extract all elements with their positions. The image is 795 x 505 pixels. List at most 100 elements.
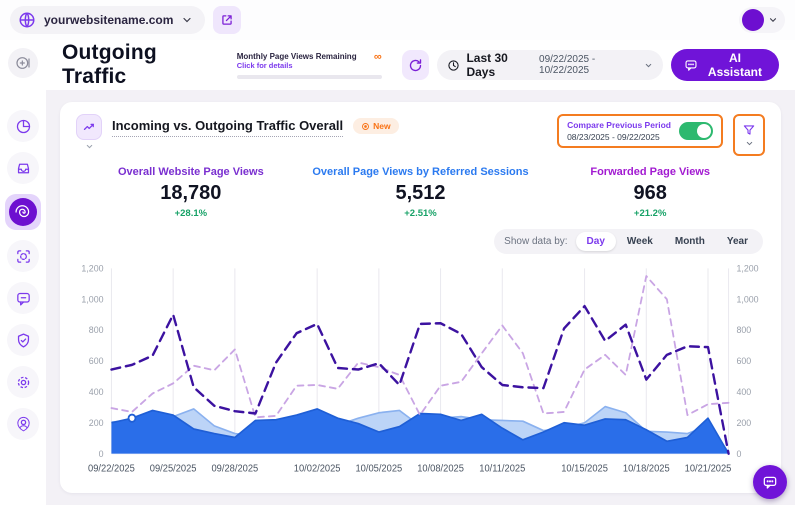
page-title: Outgoing Traffic [62, 41, 217, 89]
chevron-down-icon [181, 14, 193, 26]
svg-text:0: 0 [736, 449, 741, 459]
pie-chart-icon [15, 118, 32, 135]
page-header: Outgoing Traffic Monthly Page Views Rema… [46, 40, 795, 90]
svg-text:200: 200 [89, 418, 104, 428]
svg-text:0: 0 [99, 449, 104, 459]
compare-range: 08/23/2025 - 09/22/2025 [567, 132, 671, 142]
inbox-icon [15, 160, 32, 177]
svg-text:800: 800 [736, 325, 751, 335]
svg-text:400: 400 [89, 387, 104, 397]
metric-delta: +28.1% [76, 208, 306, 219]
chat-bubble-icon [762, 474, 778, 490]
compare-label: Compare Previous Period [567, 120, 671, 130]
chart-widget-icon[interactable] [76, 114, 102, 140]
svg-text:10/05/2025: 10/05/2025 [355, 463, 402, 474]
open-website-button[interactable] [213, 6, 241, 34]
ai-assistant-label: AI Assistant [704, 51, 766, 79]
avatar [742, 9, 764, 31]
svg-text:600: 600 [736, 356, 751, 366]
svg-text:10/21/2025: 10/21/2025 [685, 463, 732, 474]
metric-label: Overall Page Views by Referred Sessions [306, 166, 536, 178]
metric-value: 18,780 [76, 182, 306, 205]
quota-widget: Monthly Page Views Remaining Click for d… [237, 52, 382, 79]
website-selector[interactable]: yourwebsitename.com [10, 6, 205, 34]
svg-text:10/15/2025: 10/15/2025 [561, 463, 608, 474]
user-menu[interactable] [739, 7, 785, 33]
panel-expand-icon[interactable] [8, 48, 38, 78]
chevron-down-icon [644, 61, 653, 70]
svg-text:1,000: 1,000 [81, 294, 103, 304]
svg-text:09/28/2025: 09/28/2025 [211, 463, 258, 474]
shield-check-icon [15, 332, 32, 349]
refresh-button[interactable] [402, 50, 430, 80]
sidebar-item-tracking[interactable] [7, 240, 39, 272]
sidebar-item-support[interactable] [7, 408, 39, 440]
traffic-overview-card: Incoming vs. Outgoing Traffic Overall Ne… [60, 102, 781, 493]
card-title: Incoming vs. Outgoing Traffic Overall [112, 118, 343, 137]
chevron-down-icon[interactable] [85, 142, 94, 151]
chevron-down-icon [745, 139, 754, 148]
metric-label: Overall Website Page Views [76, 166, 306, 178]
svg-text:10/08/2025: 10/08/2025 [417, 463, 464, 474]
dot-circle-icon [361, 122, 370, 131]
tab-month[interactable]: Month [664, 232, 716, 251]
outgoing-swirl-icon [9, 198, 37, 226]
granularity-label: Show data by: [504, 236, 567, 247]
sidebar-item-security[interactable] [7, 324, 39, 356]
topbar: yourwebsitename.com [0, 0, 795, 40]
metric-delta: +2.51% [306, 208, 536, 219]
tab-year[interactable]: Year [716, 232, 759, 251]
globe-icon [18, 11, 36, 29]
svg-text:09/25/2025: 09/25/2025 [150, 463, 197, 474]
granularity-switcher: Show data by: Day Week Month Year [494, 229, 763, 254]
chat-icon [15, 290, 32, 307]
metric-value: 5,512 [306, 182, 536, 205]
metrics-row: Overall Website Page Views 18,780 +28.1%… [76, 166, 765, 219]
svg-text:600: 600 [89, 356, 104, 366]
sidebar-item-dashboard[interactable] [7, 110, 39, 142]
sidebar-item-settings[interactable] [7, 366, 39, 398]
svg-text:1,000: 1,000 [736, 294, 758, 304]
metric-referred-sessions: Overall Page Views by Referred Sessions … [306, 166, 536, 219]
support-pin-icon [15, 416, 32, 433]
quota-progress-bar [237, 75, 382, 79]
svg-text:1,200: 1,200 [81, 263, 103, 273]
metric-forwarded-page-views: Forwarded Page Views 968 +21.2% [535, 166, 765, 219]
metric-label: Forwarded Page Views [535, 166, 765, 178]
date-preset-label: Last 30 Days [466, 51, 533, 79]
clock-icon [447, 59, 460, 72]
content-area: Incoming vs. Outgoing Traffic Overall Ne… [46, 90, 795, 505]
refresh-icon [408, 58, 423, 73]
chart-filter-button[interactable] [733, 114, 765, 156]
svg-text:10/11/2025: 10/11/2025 [479, 463, 525, 474]
tab-week[interactable]: Week [616, 232, 664, 251]
sidebar-item-messages[interactable] [7, 282, 39, 314]
funnel-icon [742, 123, 756, 137]
svg-text:09/22/2025: 09/22/2025 [88, 463, 135, 474]
traffic-chart[interactable]: 0 0 200 200 400 400 600 600 800 800 1,000 1,000 1,20… [76, 260, 765, 487]
metric-value: 968 [535, 182, 765, 205]
svg-text:10/18/2025: 10/18/2025 [623, 463, 670, 474]
sidebar-item-inbox[interactable] [7, 152, 39, 184]
infinity-icon: ∞ [374, 52, 382, 62]
feedback-chat-button[interactable] [753, 465, 787, 499]
metric-website-page-views: Overall Website Page Views 18,780 +28.1% [76, 166, 306, 219]
sidebar [0, 40, 46, 505]
svg-text:200: 200 [736, 418, 751, 428]
sidebar-item-outgoing-traffic[interactable] [5, 194, 41, 230]
chevron-down-icon [768, 15, 778, 25]
external-link-icon [220, 13, 234, 27]
tab-day[interactable]: Day [576, 232, 616, 251]
svg-text:800: 800 [89, 325, 104, 335]
ai-assistant-button[interactable]: AI Assistant [671, 49, 779, 81]
website-name: yourwebsitename.com [44, 13, 173, 27]
svg-text:400: 400 [736, 387, 751, 397]
date-range-picker[interactable]: Last 30 Days 09/22/2025 - 10/22/2025 [437, 50, 662, 80]
gear-icon [15, 374, 32, 391]
compare-toggle[interactable] [679, 122, 713, 140]
metric-delta: +21.2% [535, 208, 765, 219]
target-scan-icon [15, 248, 32, 265]
date-range-value: 09/22/2025 - 10/22/2025 [539, 54, 638, 76]
new-badge-label: New [373, 121, 390, 131]
quota-details-link[interactable]: Click for details [237, 61, 357, 70]
